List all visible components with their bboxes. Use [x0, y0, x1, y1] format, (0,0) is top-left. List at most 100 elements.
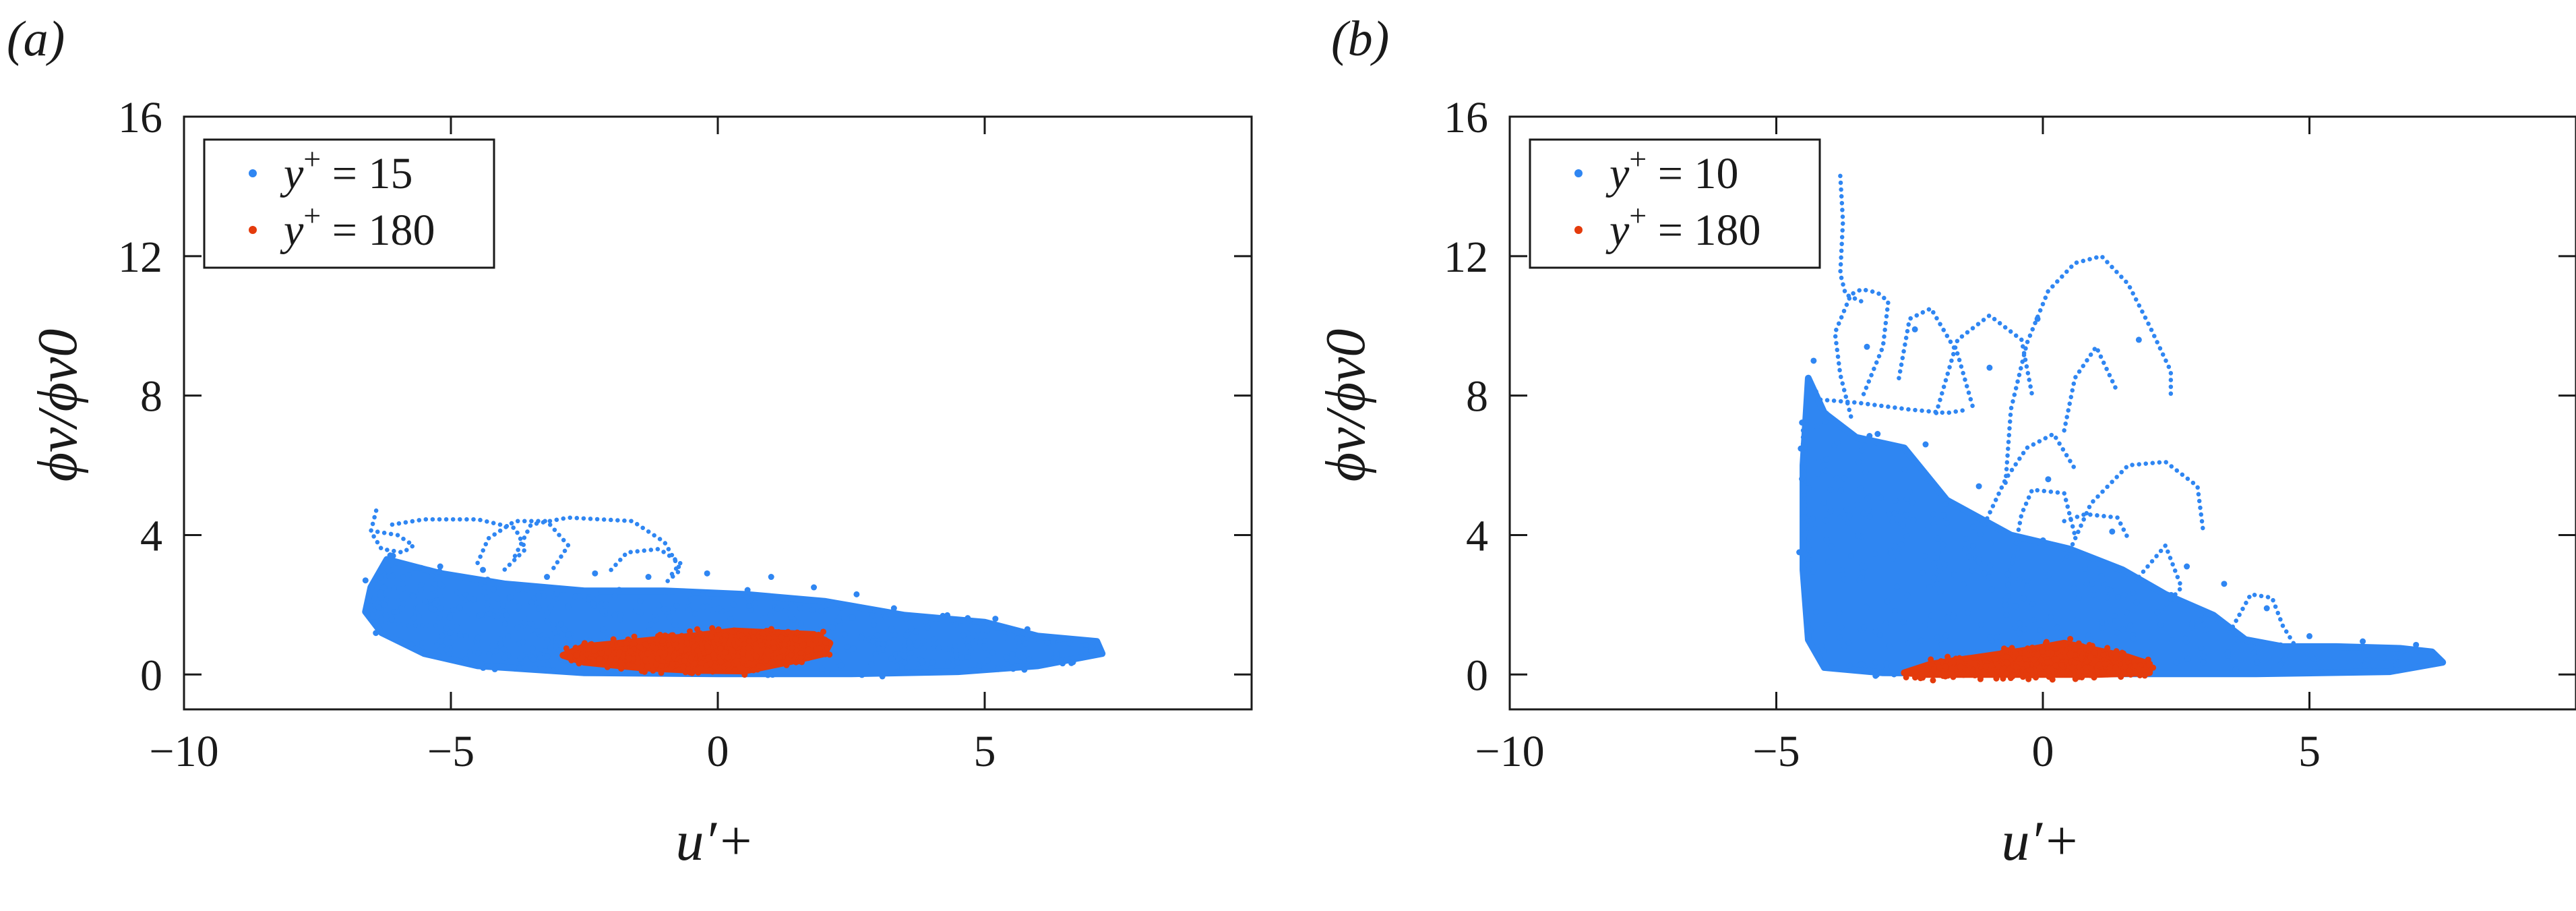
scatter-point	[1839, 567, 1845, 574]
scatter-point	[874, 611, 881, 618]
scatter-point	[2044, 659, 2051, 666]
scatter-point	[457, 631, 464, 638]
x-tick-label: 5	[2298, 727, 2321, 776]
scatter-point	[378, 595, 385, 601]
scatter-point	[989, 649, 996, 656]
scatter-point	[920, 645, 927, 652]
scatter-point	[707, 659, 714, 666]
scatter-point	[1878, 494, 1884, 501]
scatter-point	[1889, 556, 1896, 562]
scatter-point	[530, 656, 537, 663]
trajectory-9	[2137, 543, 2184, 614]
scatter-point	[760, 664, 766, 671]
legend-marker	[249, 169, 257, 177]
scatter-point	[514, 624, 521, 630]
x-tick-label: −10	[149, 727, 218, 776]
scatter-point	[1922, 441, 1929, 448]
scatter-point	[2198, 644, 2205, 651]
chart-panel-a: (a) y+ = 15y+ = 180 −10 −5 0 5 0 4 8 12 16 u′+ ϕ…	[7, 11, 1253, 873]
scatter-point	[682, 669, 689, 676]
scatter-point	[2016, 577, 2023, 583]
scatter-point	[2029, 600, 2036, 607]
scatter-point	[1971, 659, 1978, 666]
scatter-point	[879, 673, 886, 680]
scatter-point	[913, 642, 920, 649]
x-axis-title-b: u′+	[2001, 810, 2080, 873]
scatter-point	[1934, 535, 1941, 542]
scatter-point	[650, 668, 656, 674]
scatter-point	[1892, 543, 1899, 550]
scatter-point	[776, 654, 783, 661]
scatter-point	[1986, 574, 1992, 581]
scatter-point	[437, 593, 443, 599]
scatter-point	[1823, 622, 1830, 629]
scatter-point	[709, 607, 716, 614]
scatter-point	[1855, 532, 1862, 539]
scatter-point	[437, 605, 444, 612]
scatter-point	[377, 574, 384, 581]
scatter-point	[730, 601, 737, 608]
scatter-point	[2049, 676, 2056, 683]
trajectory-8	[2008, 488, 2077, 572]
scatter-point	[508, 594, 514, 601]
scatter-point	[1882, 620, 1889, 626]
scatter-point	[741, 666, 748, 673]
scatter-point	[2040, 537, 2046, 543]
scatter-point	[1965, 670, 1971, 676]
scatter-point	[2078, 655, 2085, 662]
scatter-point	[1891, 671, 1897, 678]
scatter-point	[770, 659, 776, 666]
scatter-point	[2168, 591, 2174, 598]
scatter-point	[966, 617, 973, 624]
scatter-point	[643, 631, 650, 638]
plot-area-a	[362, 508, 1106, 680]
scatter-point	[741, 636, 747, 643]
scatter-point	[1955, 659, 1962, 666]
scatter-point	[1810, 357, 1817, 364]
scatter-point	[2123, 609, 2130, 616]
scatter-point	[2002, 601, 2008, 608]
legend-entry-2: y+ = 180	[1605, 198, 1760, 255]
scatter-point	[587, 641, 594, 648]
scatter-point	[725, 654, 731, 661]
scatter-point	[1975, 483, 1982, 490]
scatter-point	[519, 652, 526, 659]
scatter-point	[550, 668, 557, 674]
scatter-point	[2108, 587, 2114, 593]
scatter-point	[689, 670, 696, 676]
scatter-point	[705, 648, 712, 655]
scatter-point	[2203, 611, 2210, 618]
scatter-point	[1021, 666, 1028, 673]
scatter-point	[1962, 546, 1969, 553]
scatter-point	[593, 591, 600, 597]
scatter-point	[964, 654, 971, 661]
scatter-point	[1872, 550, 1878, 557]
scatter-point	[1977, 676, 1984, 682]
scatter-point	[2095, 560, 2102, 567]
scatter-point	[658, 637, 665, 644]
scatter-point	[2036, 665, 2043, 672]
scatter-point	[380, 584, 387, 591]
scatter-point	[572, 593, 578, 600]
scatter-point	[1993, 675, 2000, 682]
scatter-point	[2016, 630, 2023, 637]
scatter-point	[2107, 618, 2114, 624]
scatter-point	[743, 628, 749, 635]
scatter-point	[913, 628, 919, 635]
scatter-point	[1845, 519, 1851, 526]
series-1-a	[362, 508, 1106, 680]
scatter-point	[716, 605, 723, 612]
scatter-point	[1892, 497, 1899, 504]
tick-labels-b: −10 −5 0 5 0 4 8 12 16	[1444, 93, 2321, 776]
scatter-point	[475, 650, 482, 657]
scatter-point	[1934, 581, 1940, 587]
scatter-point	[477, 581, 484, 587]
scatter-point	[535, 593, 542, 599]
scatter-point	[1843, 506, 1850, 512]
scatter-point	[2184, 655, 2191, 662]
scatter-point	[648, 621, 654, 628]
scatter-point	[559, 631, 565, 638]
scatter-point	[974, 627, 981, 634]
scatter-point	[1860, 569, 1866, 576]
scatter-point	[436, 614, 443, 621]
